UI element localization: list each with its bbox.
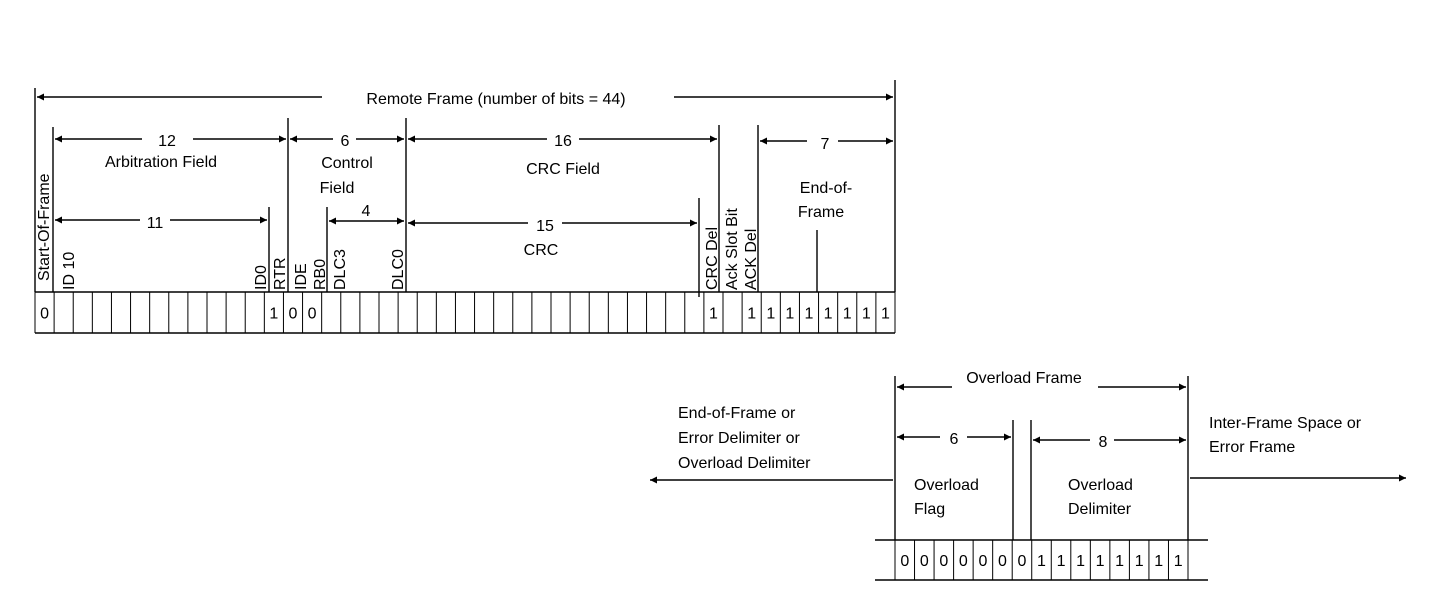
- crc-del-label: CRC Del: [704, 227, 721, 290]
- bit-cell: 1: [1154, 553, 1163, 570]
- bit-cell: 1: [785, 306, 794, 323]
- crc-field-label: CRC Field: [526, 161, 600, 178]
- arbitration-field: 12 Arbitration Field: [55, 133, 286, 171]
- bit-cell: 1: [269, 306, 278, 323]
- dlc-span: 4: [329, 203, 404, 225]
- overload-frame: Overload Frame 6 Overload Flag 8 Overloa…: [650, 370, 1406, 581]
- control-field-label-2: Field: [320, 180, 355, 197]
- end-of-frame: 7 End-of- Frame: [760, 136, 893, 221]
- bit-cell: 1: [862, 306, 871, 323]
- bit-cell: 1: [1076, 553, 1085, 570]
- sof-label: Start-Of-Frame: [36, 173, 53, 281]
- bit-cell: 1: [881, 306, 890, 323]
- remote-frame-title: Remote Frame (number of bits = 44): [366, 91, 625, 108]
- crc-bit-count: 15: [536, 218, 554, 235]
- crc-span: 15 CRC: [408, 218, 697, 259]
- ide-label: IDE: [293, 263, 310, 290]
- bit-cell: 1: [843, 306, 852, 323]
- overload-flag: 6 Overload Flag: [897, 431, 1011, 518]
- following-text-2: Error Frame: [1209, 439, 1295, 456]
- bit-cell: 0: [920, 553, 929, 570]
- overload-delimiter-bit-count: 8: [1099, 434, 1108, 451]
- overload-flag-bit-count: 6: [950, 431, 959, 448]
- bit-cell: 1: [1135, 553, 1144, 570]
- crc-field-bit-count: 16: [554, 133, 572, 150]
- preceding-text-2: Error Delimiter or: [678, 430, 800, 447]
- bit-cell: 0: [959, 553, 968, 570]
- bit-cell: 1: [1057, 553, 1066, 570]
- overload-flag-label-1: Overload: [914, 477, 979, 494]
- following-context: Inter-Frame Space or Error Frame: [1190, 415, 1406, 482]
- control-bit-count: 6: [341, 133, 350, 150]
- control-field-label-1: Control: [321, 155, 373, 172]
- bit-cell: 0: [998, 553, 1007, 570]
- overload-flag-label-2: Flag: [914, 501, 945, 518]
- overload-delimiter-label-2: Delimiter: [1068, 501, 1132, 518]
- bit-cell: 1: [747, 306, 756, 323]
- bit-cell: 1: [766, 306, 775, 323]
- dlc-bit-count: 4: [362, 203, 371, 220]
- arbitration-bit-count: 12: [158, 133, 176, 150]
- overload-frame-span: Overload Frame: [897, 370, 1186, 391]
- rb0-label: RB0: [312, 259, 329, 290]
- bit-cell: 1: [1037, 553, 1046, 570]
- vertical-bit-labels: Start-Of-Frame ID 10 ID0 RTR IDE RB0 DLC…: [36, 173, 760, 290]
- dlc3-label: DLC3: [332, 249, 349, 290]
- identifier-span: 11: [55, 215, 267, 232]
- eof-label-1: End-of-: [800, 180, 852, 197]
- id10-label: ID 10: [61, 252, 78, 290]
- bit-cell: 1: [1115, 553, 1124, 570]
- overload-frame-title: Overload Frame: [966, 370, 1082, 387]
- bit-cell: 0: [40, 306, 49, 323]
- control-field: 6 Control Field: [290, 133, 404, 197]
- crc-field: 16 CRC Field: [408, 133, 717, 178]
- ack-del-label: ACK Del: [743, 229, 760, 290]
- bit-cell: 0: [289, 306, 298, 323]
- dlc0-label: DLC0: [390, 249, 407, 290]
- rtr-label: RTR: [272, 257, 289, 290]
- id0-label: ID0: [253, 265, 270, 290]
- remote-frame: Remote Frame (number of bits = 44) 12 Ar…: [34, 80, 896, 334]
- bit-cell: 1: [805, 306, 814, 323]
- overload-delimiter: 8 Overload Delimiter: [1033, 434, 1186, 518]
- following-text-1: Inter-Frame Space or: [1209, 415, 1362, 432]
- preceding-text-3: Overload Delimiter: [678, 455, 811, 472]
- preceding-text-1: End-of-Frame or: [678, 405, 796, 422]
- bit-cell: 0: [939, 553, 948, 570]
- bit-cell: 1: [1174, 553, 1183, 570]
- bit-cell: 0: [308, 306, 317, 323]
- eof-label-2: Frame: [798, 204, 844, 221]
- crc-label: CRC: [524, 242, 559, 259]
- preceding-context: End-of-Frame or Error Delimiter or Overl…: [650, 405, 893, 484]
- bit-cell: 1: [824, 306, 833, 323]
- bit-cell: 1: [709, 306, 718, 323]
- bit-cell: 0: [978, 553, 987, 570]
- bit-cell: 0: [900, 553, 909, 570]
- eof-bit-count: 7: [821, 136, 830, 153]
- bit-cell: 1: [1096, 553, 1105, 570]
- ack-slot-label: Ack Slot Bit: [724, 208, 741, 290]
- bit-cell: 0: [1018, 553, 1027, 570]
- overload-delimiter-label-1: Overload: [1068, 477, 1133, 494]
- arbitration-field-label: Arbitration Field: [105, 154, 217, 171]
- remote-frame-span: Remote Frame (number of bits = 44): [34, 80, 896, 292]
- identifier-bit-count: 11: [147, 215, 164, 232]
